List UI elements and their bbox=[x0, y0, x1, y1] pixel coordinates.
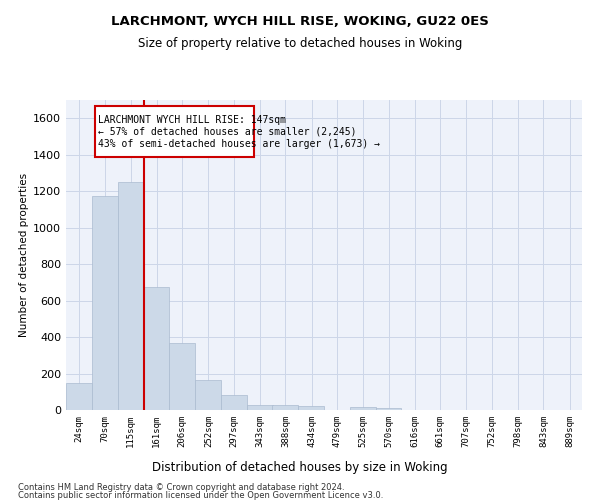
Text: Distribution of detached houses by size in Woking: Distribution of detached houses by size … bbox=[152, 461, 448, 474]
Bar bbox=[247, 404, 272, 410]
Bar bbox=[350, 408, 376, 410]
Y-axis label: Number of detached properties: Number of detached properties bbox=[19, 173, 29, 337]
Bar bbox=[92, 196, 118, 410]
Bar bbox=[95, 106, 254, 158]
Text: LARCHMONT, WYCH HILL RISE, WOKING, GU22 0ES: LARCHMONT, WYCH HILL RISE, WOKING, GU22 … bbox=[111, 15, 489, 28]
Text: Contains HM Land Registry data © Crown copyright and database right 2024.: Contains HM Land Registry data © Crown c… bbox=[18, 483, 344, 492]
Text: Size of property relative to detached houses in Woking: Size of property relative to detached ho… bbox=[138, 38, 462, 51]
Text: Contains public sector information licensed under the Open Government Licence v3: Contains public sector information licen… bbox=[18, 492, 383, 500]
Bar bbox=[376, 408, 401, 410]
Text: LARCHMONT WYCH HILL RISE: 147sqm
← 57% of detached houses are smaller (2,245)
43: LARCHMONT WYCH HILL RISE: 147sqm ← 57% o… bbox=[98, 116, 380, 148]
Bar bbox=[298, 406, 324, 410]
Bar bbox=[66, 382, 92, 410]
Bar bbox=[195, 380, 221, 410]
Bar bbox=[143, 287, 169, 410]
Bar bbox=[272, 406, 298, 410]
Bar bbox=[169, 342, 195, 410]
Bar bbox=[221, 396, 247, 410]
Bar bbox=[118, 182, 143, 410]
